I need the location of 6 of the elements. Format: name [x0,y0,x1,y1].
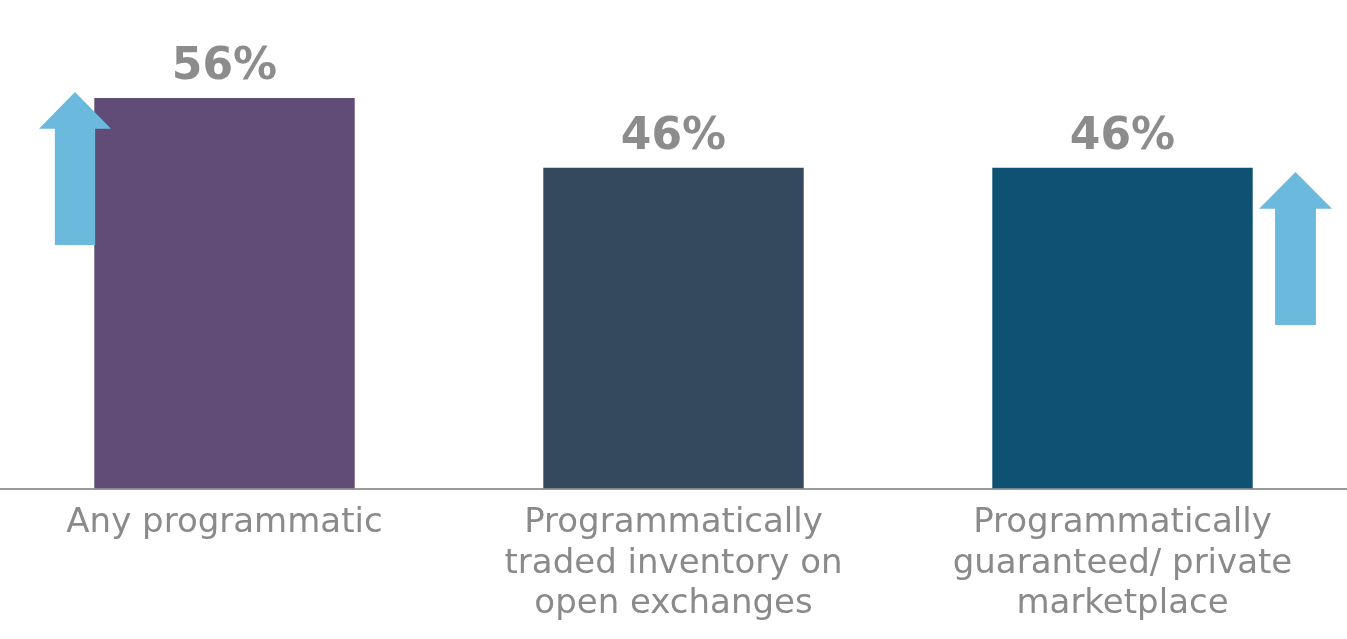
x-tick-label: Programmatically guaranteed/ private marketplace [952,499,1293,622]
data-label: 56% [171,38,278,90]
data-label: 46% [1069,108,1176,160]
x-tick-label: Programmatically traded inventory on open exchanges [504,499,843,622]
data-label: 46% [620,108,727,160]
x-tick-label: Any programmatic [66,499,383,540]
